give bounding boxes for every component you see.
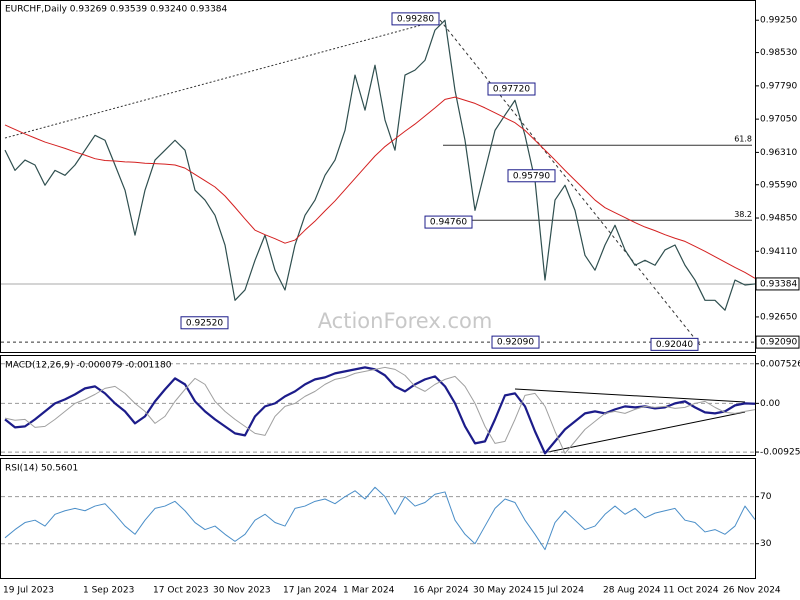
price-label: 0.92090	[497, 338, 534, 348]
x-tick-label: 28 Aug 2024	[603, 586, 661, 596]
fib-label: 61.8	[734, 135, 752, 144]
trend-line	[4, 19, 441, 139]
series-line	[4, 366, 756, 455]
macd-trend-line	[547, 411, 746, 453]
price-label-box	[487, 82, 536, 96]
price-label-box	[180, 316, 229, 330]
y-tick-label: 0.95590	[760, 180, 797, 190]
y-tick-label: 0.94110	[760, 247, 797, 257]
price-label: 0.92520	[186, 318, 223, 328]
price-label-box	[424, 215, 473, 229]
x-tick-label: 15 Jul 2024	[533, 586, 584, 596]
series-line	[4, 486, 756, 551]
y-tick-label: 0.99250	[760, 16, 797, 26]
y-tick-label: 0.98530	[760, 48, 797, 58]
y-tick-label: 0.97050	[760, 115, 797, 125]
x-tick-label: 16 Apr 2024	[413, 586, 469, 596]
x-tick-label: 30 May 2024	[473, 586, 532, 596]
x-tick-label: 11 Oct 2024	[663, 586, 719, 596]
x-tick-label: 19 Jul 2023	[3, 586, 54, 596]
fib-label: 38.2	[734, 210, 752, 219]
price-label: 0.94760	[430, 218, 467, 228]
series-line	[4, 19, 756, 311]
x-tick-label: 1 Mar 2024	[343, 586, 395, 596]
series-line	[4, 366, 756, 454]
series-line	[4, 96, 756, 279]
macd-trend-line	[514, 388, 746, 403]
x-tick-label: 1 Sep 2023	[83, 586, 134, 596]
price-label: 0.95790	[513, 171, 550, 181]
panel-title: MACD(12,26,9) -0.000079 -0.001180	[5, 361, 172, 371]
watermark: ActionForex.com	[318, 309, 493, 333]
price-label: 0.99280	[397, 14, 434, 24]
y-tick-label: -0.009252	[760, 448, 800, 458]
x-tick-label: 26 Nov 2024	[723, 586, 781, 596]
panel-title: RSI(14) 50.5601	[5, 464, 78, 474]
y-tick-label: 0.96310	[760, 148, 797, 158]
price-label-box	[650, 337, 699, 351]
last-price-label: 0.93384	[760, 279, 797, 289]
price-label-box	[391, 12, 440, 26]
y-tick-label: 70	[760, 492, 772, 502]
y-tick-label: 0.92650	[760, 312, 797, 322]
y-tick-label: 0.007526	[760, 359, 800, 369]
y-tick-label: 0.92090	[760, 338, 797, 348]
y-tick-label: 0.94850	[760, 214, 797, 224]
y-tick-label: 30	[760, 539, 772, 549]
y-tick-label: 0.00	[760, 399, 780, 409]
price-label-box	[507, 169, 556, 183]
x-tick-label: 30 Nov 2023	[213, 586, 271, 596]
y-tick-box	[755, 335, 800, 349]
x-tick-label: 17 Oct 2023	[153, 586, 209, 596]
rsi-panel	[0, 458, 756, 579]
y-tick-label: 0.97790	[760, 81, 797, 91]
panel-title: EURCHF,Daily 0.93269 0.93539 0.93240 0.9…	[5, 5, 228, 15]
x-tick-label: 17 Jan 2024	[283, 586, 337, 596]
last-price-box	[755, 277, 800, 291]
price-label-box	[491, 335, 540, 349]
price-panel	[0, 0, 756, 353]
price-label: 0.92040	[656, 340, 693, 350]
price-label: 0.97720	[493, 85, 530, 95]
